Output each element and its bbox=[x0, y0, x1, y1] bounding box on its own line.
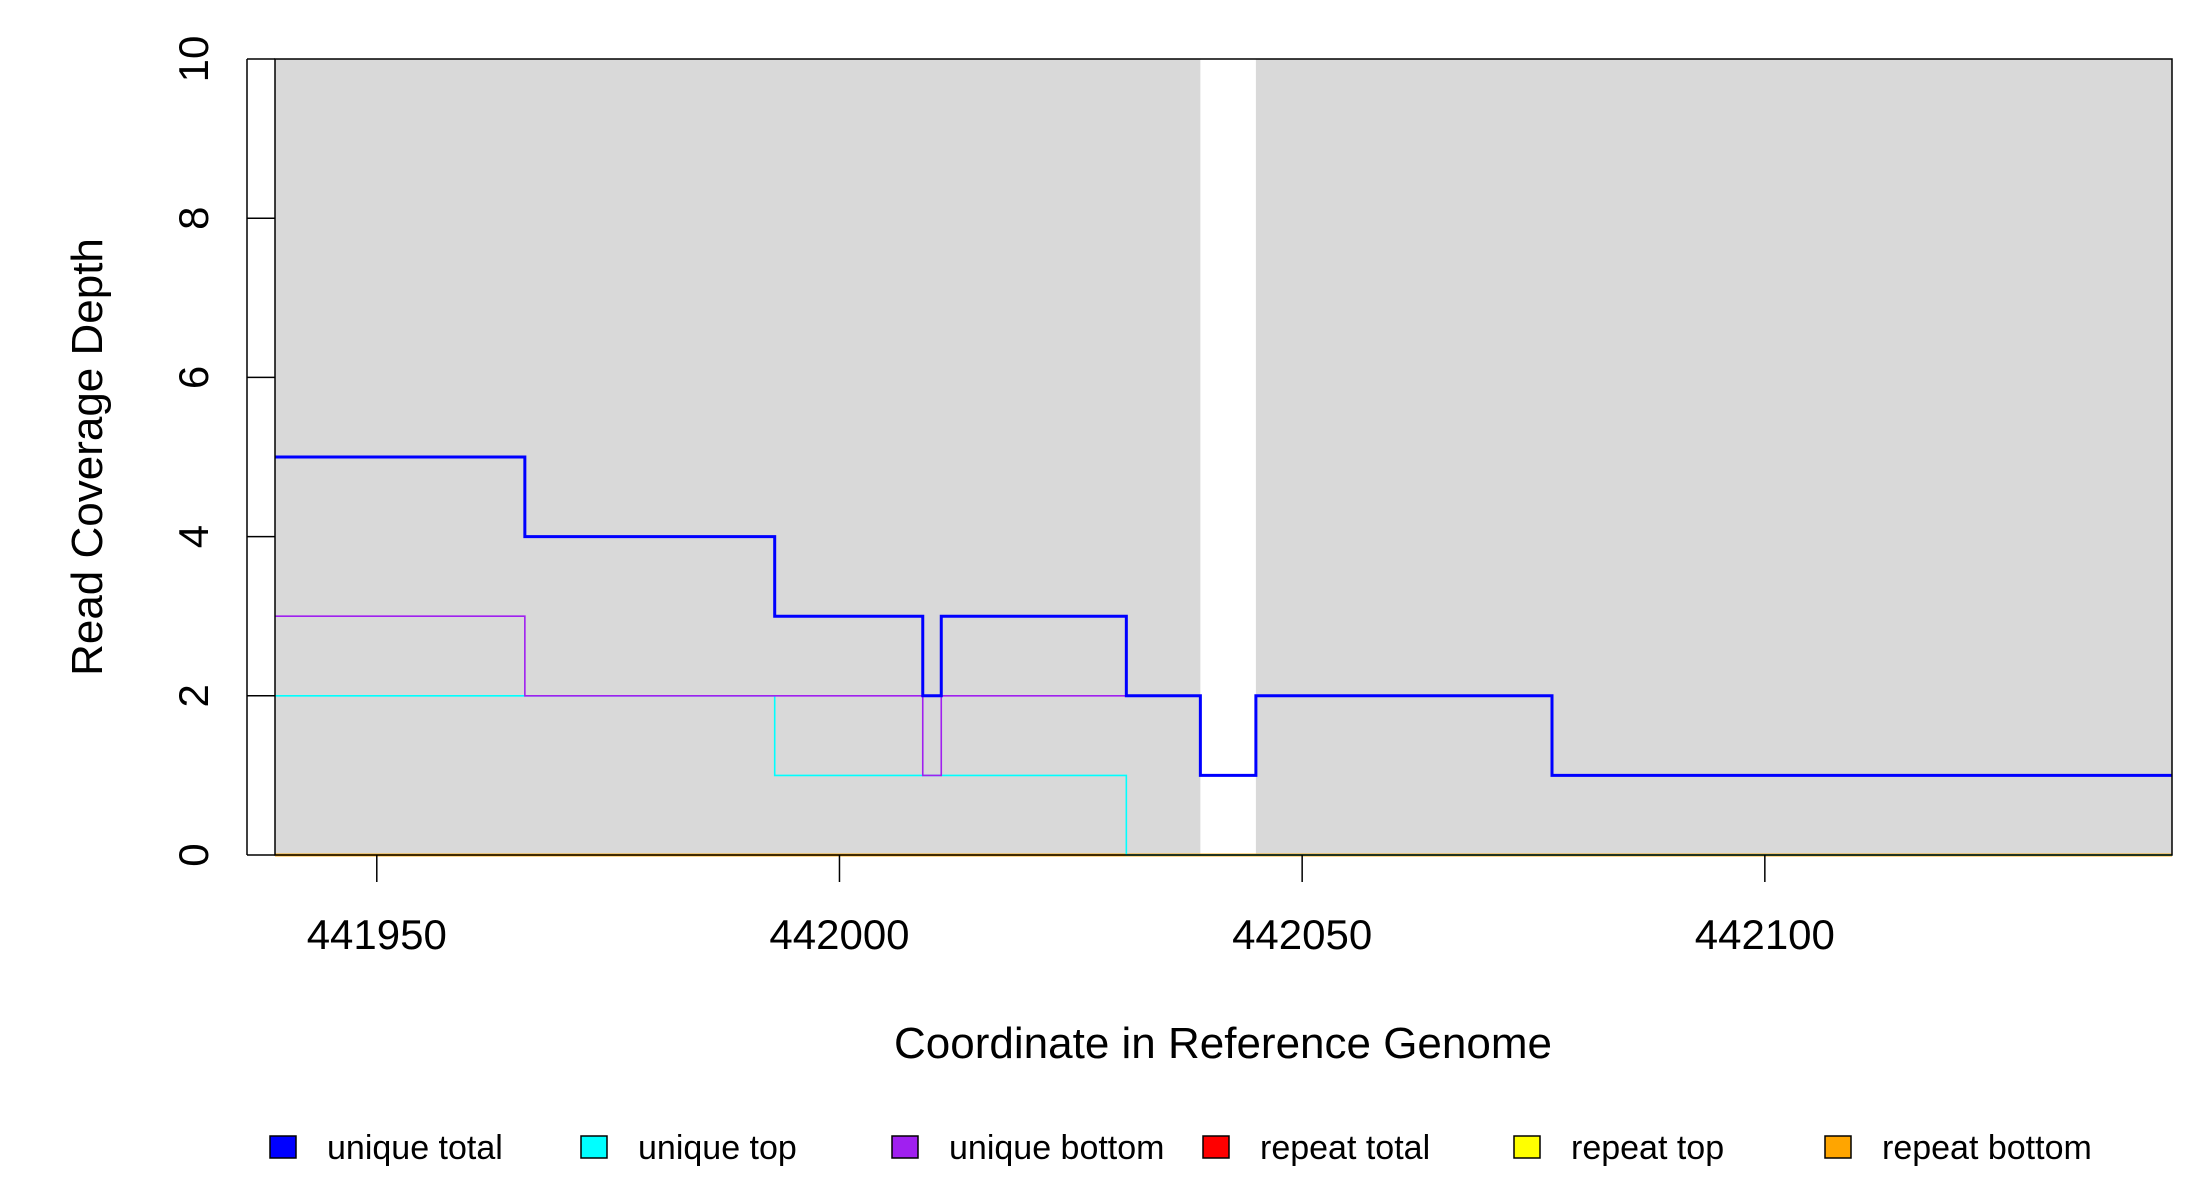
legend-swatch bbox=[1824, 1135, 1852, 1159]
x-tick-label: 442000 bbox=[769, 911, 909, 958]
y-tick-label: 10 bbox=[170, 36, 217, 83]
legend: unique total unique top unique bottom repea… bbox=[269, 1129, 2092, 1167]
x-axis-title: Coordinate in Reference Genome bbox=[894, 1019, 1552, 1068]
legend-label: repeat total bbox=[1260, 1129, 1430, 1167]
x-tick-label: 442050 bbox=[1232, 911, 1372, 958]
gap-region bbox=[1200, 59, 1256, 855]
y-tick-label: 2 bbox=[170, 684, 217, 707]
y-tick-label: 0 bbox=[170, 843, 217, 866]
y-axis: 0 2 4 6 8 10 bbox=[170, 36, 275, 867]
legend-swatch bbox=[1202, 1135, 1230, 1159]
legend-swatch bbox=[269, 1135, 297, 1159]
legend-swatch bbox=[580, 1135, 608, 1159]
x-tick-label: 441950 bbox=[307, 911, 447, 958]
y-tick-label: 4 bbox=[170, 525, 217, 548]
y-axis-title: Read Coverage Depth bbox=[63, 238, 112, 676]
y-tick-label: 6 bbox=[170, 366, 217, 389]
legend-label: unique total bbox=[327, 1129, 503, 1167]
y-tick-label: 8 bbox=[170, 207, 217, 230]
plot-frame bbox=[274, 58, 2173, 856]
legend-swatch bbox=[891, 1135, 919, 1159]
legend-label: unique top bbox=[638, 1129, 797, 1167]
legend-label: repeat bottom bbox=[1882, 1129, 2092, 1167]
legend-label: repeat top bbox=[1571, 1129, 1724, 1167]
legend-label: unique bottom bbox=[949, 1129, 1165, 1167]
x-axis: 441950 442000 442050 442100 bbox=[307, 855, 1835, 958]
series-line-unique-total bbox=[275, 455, 2172, 777]
legend-swatch bbox=[1513, 1135, 1541, 1159]
x-tick-label: 442100 bbox=[1695, 911, 1835, 958]
